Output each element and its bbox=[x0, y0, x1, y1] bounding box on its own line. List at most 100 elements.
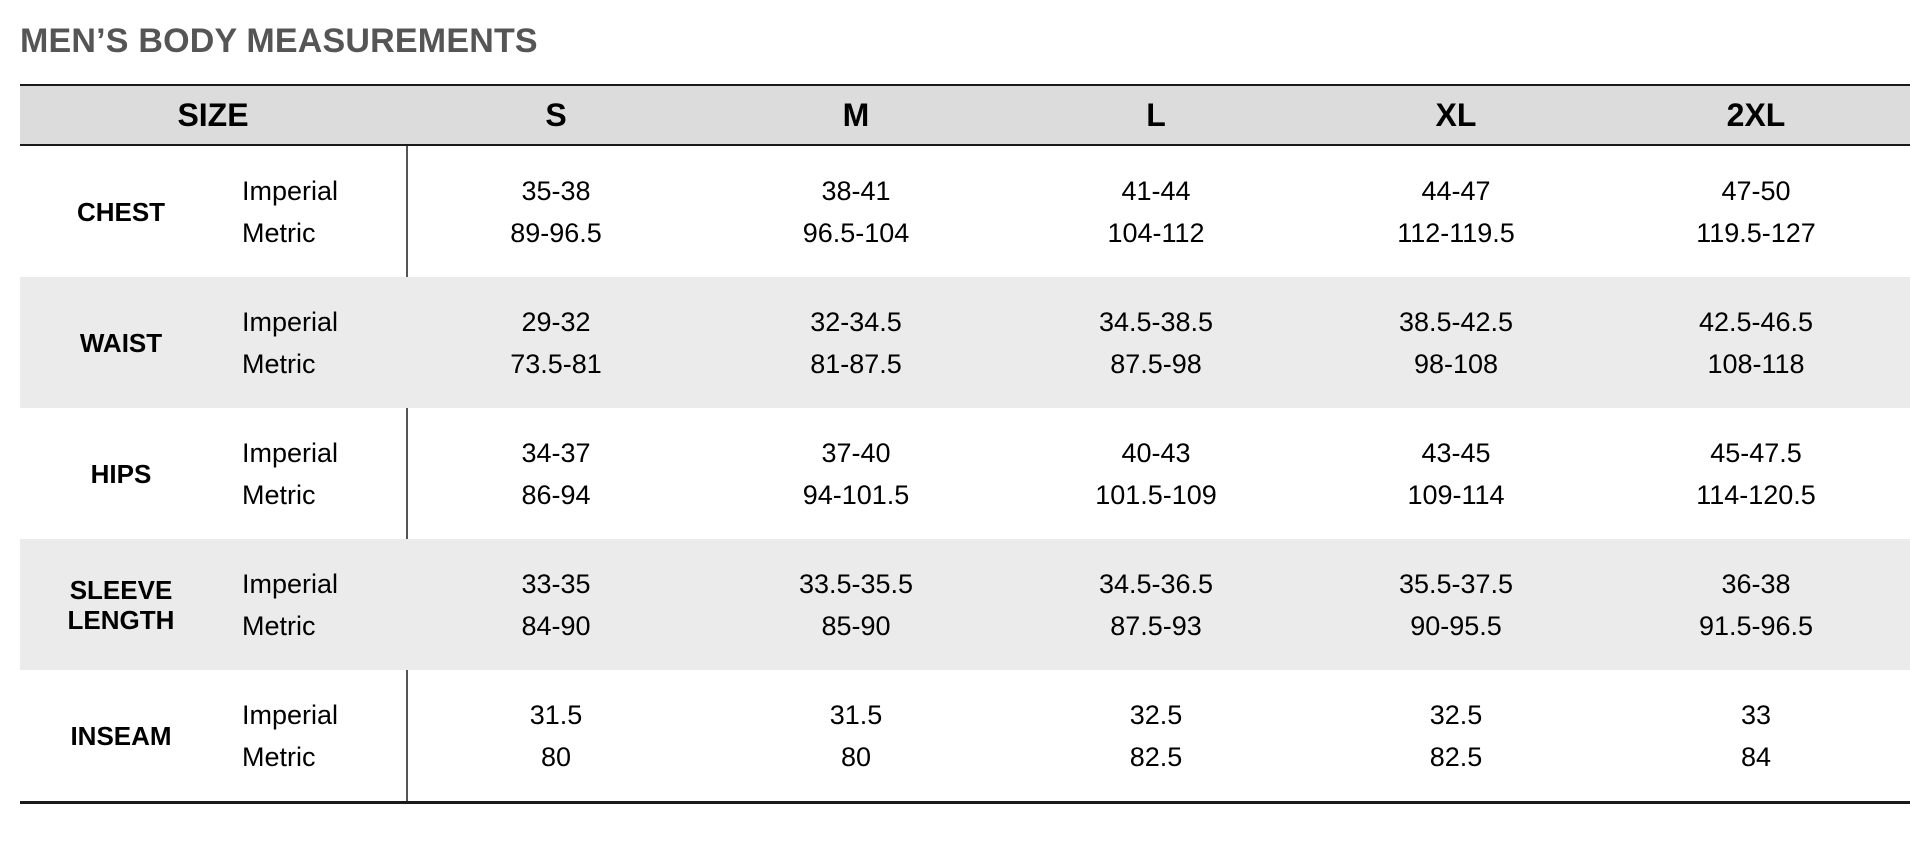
imperial-value: 34.5-36.5 bbox=[1098, 568, 1214, 599]
cell-l: 34.5-36.5 87.5-93 bbox=[1006, 539, 1306, 670]
metric-value: 89-96.5 bbox=[510, 217, 602, 248]
imperial-value: 29-32 bbox=[521, 306, 591, 337]
measurement-label: INSEAM bbox=[20, 670, 222, 801]
cell-m: 31.5 80 bbox=[706, 670, 1006, 801]
unit-labels: Imperial Metric bbox=[242, 670, 338, 801]
cell-m: 32-34.5 81-87.5 bbox=[706, 277, 1006, 408]
cell-2xl: 45-47.5 114-120.5 bbox=[1606, 408, 1906, 539]
imperial-value: 38.5-42.5 bbox=[1398, 306, 1514, 337]
cell-xl: 32.5 82.5 bbox=[1306, 670, 1606, 801]
cell-2xl: 33 84 bbox=[1606, 670, 1906, 801]
unit-labels: Imperial Metric bbox=[242, 408, 338, 539]
cell-s: 29-32 73.5-81 bbox=[406, 277, 706, 408]
cell-s: 33-35 84-90 bbox=[406, 539, 706, 670]
table-row-waist: WAIST Imperial Metric 29-32 73.5-81 32-3… bbox=[20, 277, 1910, 408]
size-header-m: M bbox=[842, 96, 870, 133]
cell-m: 37-40 94-101.5 bbox=[706, 408, 1006, 539]
metric-value: 101.5-109 bbox=[1095, 479, 1217, 510]
column-divider bbox=[406, 146, 408, 801]
metric-value: 119.5-127 bbox=[1696, 217, 1816, 248]
measurement-label: HIPS bbox=[20, 408, 222, 539]
metric-value: 108-118 bbox=[1707, 348, 1805, 379]
unit-metric: Metric bbox=[242, 479, 316, 510]
imperial-value: 35-38 bbox=[521, 175, 591, 206]
size-header-s: S bbox=[545, 96, 567, 133]
cell-xl: 35.5-37.5 90-95.5 bbox=[1306, 539, 1606, 670]
cell-xl: 44-47 112-119.5 bbox=[1306, 146, 1606, 277]
unit-metric: Metric bbox=[242, 741, 316, 772]
size-chart-table: SIZE S M L XL 2XL CHEST Imperial Metric … bbox=[20, 84, 1910, 804]
cell-s: 35-38 89-96.5 bbox=[406, 146, 706, 277]
measurement-label-line: INSEAM bbox=[70, 720, 172, 751]
metric-value: 114-120.5 bbox=[1696, 479, 1816, 510]
imperial-value: 31.5 bbox=[529, 699, 583, 730]
cell-l: 34.5-38.5 87.5-98 bbox=[1006, 277, 1306, 408]
imperial-value: 35.5-37.5 bbox=[1398, 568, 1514, 599]
measurement-label-line: LENGTH bbox=[67, 604, 175, 635]
imperial-value: 36-38 bbox=[1721, 568, 1791, 599]
metric-value: 87.5-93 bbox=[1110, 610, 1202, 641]
cell-l: 41-44 104-112 bbox=[1006, 146, 1306, 277]
imperial-value: 34-37 bbox=[521, 437, 591, 468]
metric-value: 81-87.5 bbox=[810, 348, 902, 379]
unit-metric: Metric bbox=[242, 217, 316, 248]
unit-labels: Imperial Metric bbox=[242, 539, 338, 670]
metric-value: 86-94 bbox=[521, 479, 591, 510]
metric-value: 80 bbox=[540, 741, 572, 772]
cell-2xl: 36-38 91.5-96.5 bbox=[1606, 539, 1906, 670]
unit-metric: Metric bbox=[242, 348, 316, 379]
imperial-value: 42.5-46.5 bbox=[1698, 306, 1814, 337]
cell-s: 34-37 86-94 bbox=[406, 408, 706, 539]
imperial-value: 32-34.5 bbox=[810, 306, 902, 337]
cell-2xl: 42.5-46.5 108-118 bbox=[1606, 277, 1906, 408]
cell-2xl: 47-50 119.5-127 bbox=[1606, 146, 1906, 277]
table-row-hips: HIPS Imperial Metric 34-37 86-94 37-40 9… bbox=[20, 408, 1910, 539]
imperial-value: 32.5 bbox=[1429, 699, 1483, 730]
table-body: CHEST Imperial Metric 35-38 89-96.5 38-4… bbox=[20, 146, 1910, 801]
imperial-value: 47-50 bbox=[1721, 175, 1791, 206]
imperial-value: 33 bbox=[1740, 699, 1772, 730]
measurement-label: SLEEVE LENGTH bbox=[20, 539, 222, 670]
unit-imperial: Imperial bbox=[242, 306, 339, 337]
metric-value: 80 bbox=[840, 741, 872, 772]
metric-value: 82.5 bbox=[1429, 741, 1483, 772]
unit-metric: Metric bbox=[242, 610, 316, 641]
imperial-value: 43-45 bbox=[1421, 437, 1491, 468]
page-title: MEN’S BODY MEASUREMENTS bbox=[20, 22, 538, 60]
metric-value: 96.5-104 bbox=[802, 217, 910, 248]
size-header-2xl: 2XL bbox=[1726, 96, 1786, 133]
table-row-inseam: INSEAM Imperial Metric 31.5 80 31.5 80 3… bbox=[20, 670, 1910, 801]
cell-xl: 38.5-42.5 98-108 bbox=[1306, 277, 1606, 408]
metric-value: 73.5-81 bbox=[510, 348, 602, 379]
metric-value: 82.5 bbox=[1129, 741, 1183, 772]
measurement-label: WAIST bbox=[20, 277, 222, 408]
imperial-value: 44-47 bbox=[1421, 175, 1491, 206]
metric-value: 112-119.5 bbox=[1397, 217, 1515, 248]
metric-value: 84-90 bbox=[521, 610, 591, 641]
measurement-label-line: CHEST bbox=[76, 196, 166, 227]
unit-imperial: Imperial bbox=[242, 175, 339, 206]
measurement-label: CHEST bbox=[20, 146, 222, 277]
table-row-chest: CHEST Imperial Metric 35-38 89-96.5 38-4… bbox=[20, 146, 1910, 277]
imperial-value: 41-44 bbox=[1121, 175, 1191, 206]
imperial-value: 31.5 bbox=[829, 699, 883, 730]
imperial-value: 34.5-38.5 bbox=[1098, 306, 1214, 337]
cell-xl: 43-45 109-114 bbox=[1306, 408, 1606, 539]
cell-m: 38-41 96.5-104 bbox=[706, 146, 1006, 277]
imperial-value: 37-40 bbox=[821, 437, 891, 468]
size-header-xl: XL bbox=[1435, 96, 1477, 133]
unit-imperial: Imperial bbox=[242, 568, 339, 599]
imperial-value: 33-35 bbox=[521, 568, 591, 599]
size-header-l: L bbox=[1146, 96, 1166, 133]
table-header-row: SIZE S M L XL 2XL bbox=[20, 84, 1910, 146]
unit-labels: Imperial Metric bbox=[242, 277, 338, 408]
measurement-label-line: HIPS bbox=[90, 458, 152, 489]
metric-value: 90-95.5 bbox=[1410, 610, 1502, 641]
imperial-value: 40-43 bbox=[1121, 437, 1191, 468]
cell-m: 33.5-35.5 85-90 bbox=[706, 539, 1006, 670]
metric-value: 84 bbox=[1740, 741, 1772, 772]
metric-value: 87.5-98 bbox=[1110, 348, 1202, 379]
metric-value: 91.5-96.5 bbox=[1698, 610, 1814, 641]
imperial-value: 38-41 bbox=[821, 175, 891, 206]
size-header: SIZE bbox=[177, 97, 249, 133]
